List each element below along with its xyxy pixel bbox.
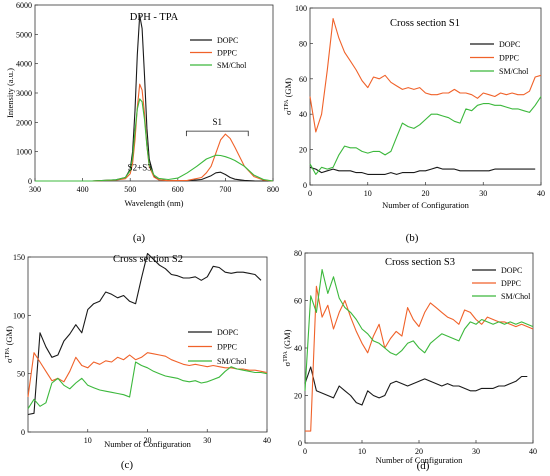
legend-label: SM/Chol — [217, 357, 247, 366]
y-tick-label: 20 — [294, 392, 302, 401]
y-tick-label: 6000 — [16, 1, 32, 10]
y-tick-label: 0 — [298, 439, 302, 448]
y-tick-label: 50 — [17, 370, 25, 379]
legend-label: DPPC — [499, 54, 519, 63]
legend-label: DOPC — [499, 40, 520, 49]
series-line-smchol — [309, 96, 542, 175]
x-tick-label: 10 — [358, 447, 366, 456]
annotation-s1: S1 — [213, 117, 223, 127]
x-tick-label: 500 — [124, 185, 136, 194]
legend-label: SM/Chol — [499, 67, 529, 76]
plot-frame — [34, 4, 274, 182]
y-tick-label: 80 — [299, 39, 307, 48]
x-tick-label: 10 — [364, 189, 372, 198]
x-tick-label: 30 — [203, 436, 211, 445]
y-tick-label: 100 — [13, 311, 25, 320]
plot-frame — [309, 7, 542, 186]
x-tick-label: 700 — [219, 185, 231, 194]
x-axis-label: Number of Configuration — [104, 439, 192, 449]
y-tick-label: 1000 — [16, 148, 32, 157]
x-tick-label: 40 — [529, 447, 537, 456]
legend-label: DPPC — [501, 279, 521, 288]
series-line-dopc — [304, 366, 528, 406]
series-line-dppc — [27, 352, 268, 398]
y-tick-label: 80 — [294, 249, 302, 258]
x-axis-label: Wavelength (nm) — [124, 198, 183, 208]
legend-label: SM/Chol — [217, 61, 247, 70]
chart-title: DPH - TPA — [130, 12, 179, 23]
x-tick-label: 600 — [172, 185, 184, 194]
legend-label: DOPC — [501, 266, 522, 275]
series-line-dopc — [27, 252, 262, 416]
legend-label: DPPC — [217, 49, 237, 58]
y-axis-label: σTPA (GM) — [283, 78, 293, 115]
y-tick-label: 40 — [294, 344, 302, 353]
y-tick-label: 20 — [299, 146, 307, 155]
y-tick-label: 5000 — [16, 30, 32, 39]
y-tick-label: 0 — [21, 428, 25, 437]
y-tick-label: 0 — [303, 181, 307, 190]
x-tick-label: 0 — [303, 447, 307, 456]
x-axis-label: Number of Configuration — [382, 200, 470, 210]
legend-label: DOPC — [217, 36, 238, 45]
y-tick-label: 3000 — [16, 89, 32, 98]
x-tick-label: 40 — [537, 189, 545, 198]
y-axis-label: σTPA (GM) — [4, 326, 14, 363]
y-tick-label: 60 — [294, 297, 302, 306]
chart-title: Cross section S1 — [390, 18, 460, 29]
x-tick-label: 30 — [472, 447, 480, 456]
x-tick-label: 30 — [479, 189, 487, 198]
annotation-bracket — [185, 130, 249, 137]
series-line-dppc — [305, 285, 534, 432]
series-line-dppc — [309, 18, 542, 133]
chart-title: Cross section S2 — [113, 254, 183, 265]
legend-label: SM/Chol — [501, 292, 531, 301]
y-tick-label: 0 — [28, 177, 32, 186]
y-tick-label: 4000 — [16, 60, 32, 69]
x-tick-label: 40 — [263, 436, 271, 445]
y-tick-label: 60 — [299, 75, 307, 84]
y-tick-label: 100 — [295, 4, 307, 13]
x-tick-label: 800 — [267, 185, 279, 194]
series-line-dopc — [309, 166, 536, 175]
y-axis-label: σTPA (GM) — [282, 329, 292, 366]
x-axis-label: Number of Configuration — [376, 455, 464, 465]
chart-title: Cross section S3 — [385, 257, 455, 268]
series-line-dppc — [35, 83, 274, 182]
x-tick-label: 0 — [308, 189, 312, 198]
panel-label: (b) — [406, 232, 419, 244]
series-line-smchol — [35, 98, 274, 182]
y-tick-label: 150 — [13, 253, 25, 262]
legend-label: DPPC — [217, 343, 237, 352]
x-tick-label: 10 — [84, 436, 92, 445]
x-tick-label: 20 — [144, 436, 152, 445]
panel-label: (a) — [133, 232, 146, 244]
y-tick-label: 2000 — [16, 118, 32, 127]
panel-label: (c) — [121, 459, 134, 471]
x-tick-label: 20 — [422, 189, 430, 198]
y-tick-label: 40 — [299, 110, 307, 119]
x-tick-label: 300 — [29, 185, 41, 194]
legend-label: DOPC — [217, 328, 238, 337]
x-tick-label: 20 — [415, 447, 423, 456]
x-tick-label: 400 — [77, 185, 89, 194]
annotation-s2-s3: S2+S3 — [128, 163, 153, 173]
series-line-smchol — [304, 269, 534, 391]
panel-label: (d) — [417, 460, 430, 472]
y-axis-label: Intensity (a.u.) — [5, 68, 15, 118]
series-line-smchol — [27, 361, 268, 409]
